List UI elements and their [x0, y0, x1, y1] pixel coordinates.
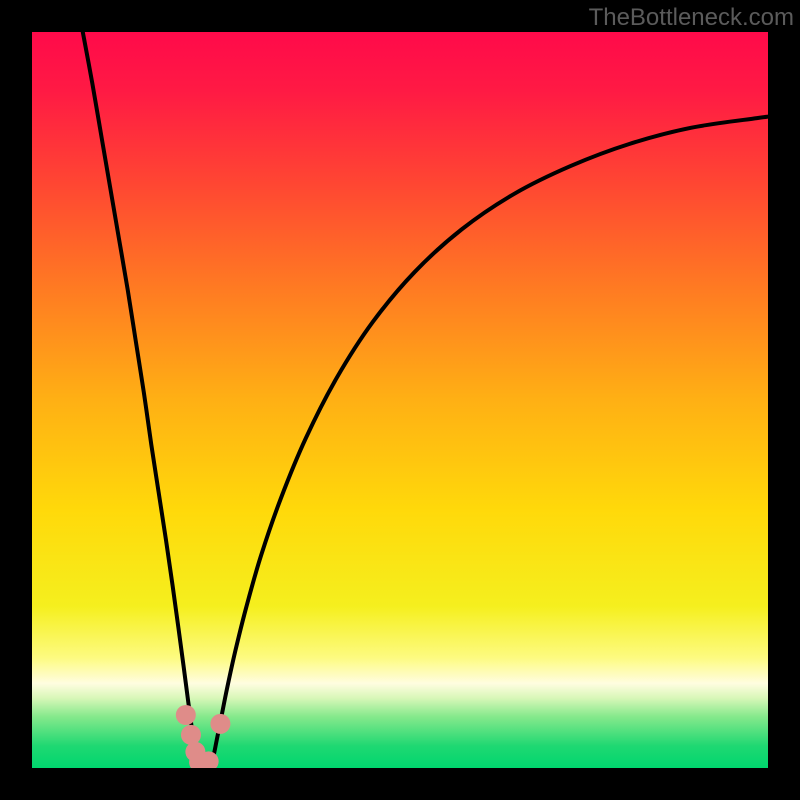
optimum-marker	[176, 705, 196, 725]
bottleneck-curve-chart	[0, 0, 800, 800]
optimum-marker	[181, 725, 201, 745]
chart-stage: TheBottleneck.com	[0, 0, 800, 800]
watermark-text: TheBottleneck.com	[589, 4, 794, 32]
optimum-marker	[210, 714, 230, 734]
